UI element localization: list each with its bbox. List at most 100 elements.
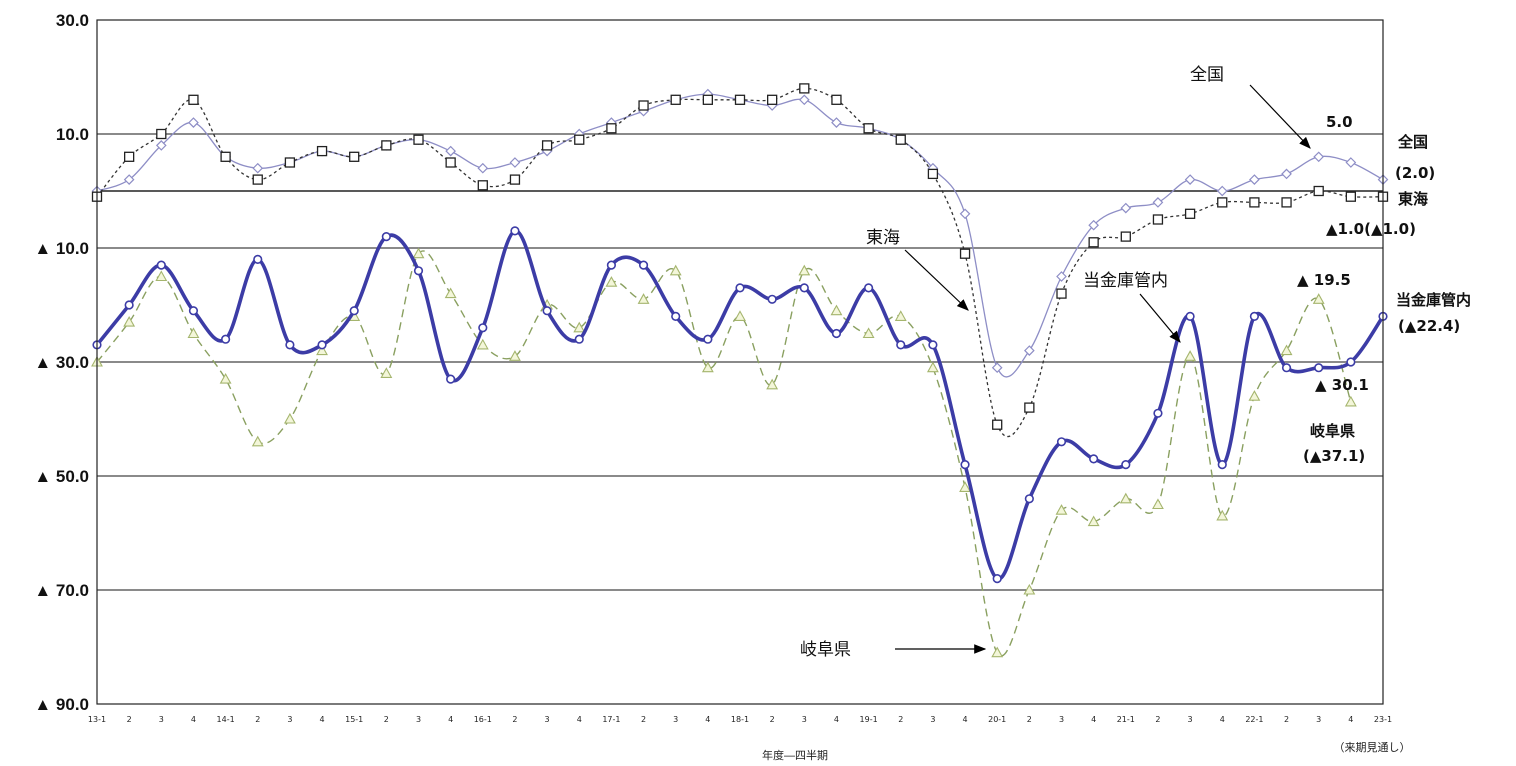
data-point-tokai bbox=[543, 141, 552, 150]
data-point-tokai bbox=[510, 175, 519, 184]
data-point-tokai bbox=[800, 84, 809, 93]
data-point-zenkoku bbox=[993, 363, 1002, 372]
data-point-zenkoku bbox=[446, 147, 455, 156]
series-tokai bbox=[93, 84, 1388, 437]
data-point-zenkoku bbox=[189, 118, 198, 127]
data-point-zenkoku bbox=[1025, 346, 1034, 355]
annotation-zenkoku-name: 全国 bbox=[1397, 133, 1428, 151]
x-tick-label: 2 bbox=[1284, 715, 1289, 724]
data-point-zenkoku bbox=[1282, 169, 1291, 178]
annotation-kanai-forecast: (▲22.4) bbox=[1398, 317, 1460, 335]
data-point-kanai bbox=[672, 313, 680, 321]
data-point-tokai bbox=[671, 95, 680, 104]
data-point-kanai bbox=[125, 301, 133, 309]
data-point-kanai bbox=[768, 296, 776, 304]
data-point-gifu bbox=[156, 272, 166, 281]
data-point-zenkoku bbox=[1186, 175, 1195, 184]
data-point-tokai bbox=[961, 249, 970, 258]
gridlines bbox=[97, 134, 1383, 590]
data-point-tokai bbox=[253, 175, 262, 184]
data-point-kanai bbox=[286, 341, 294, 349]
data-point-kanai bbox=[897, 341, 905, 349]
x-tick-label: 17-1 bbox=[602, 715, 620, 724]
y-axis-ticks: 30.0 10.0 ▲ 10.0 ▲ 30.0 ▲ 50.0 ▲ 70.0 ▲ 90.0 bbox=[34, 11, 89, 714]
data-point-tokai bbox=[1282, 198, 1291, 207]
annotation-tokai-value: ▲1.0(▲1.0) bbox=[1326, 220, 1416, 238]
data-point-kanai bbox=[511, 227, 519, 235]
data-point-tokai bbox=[736, 95, 745, 104]
data-point-kanai bbox=[1090, 455, 1098, 463]
data-point-tokai bbox=[703, 95, 712, 104]
data-point-tokai bbox=[1346, 192, 1355, 201]
data-point-tokai bbox=[768, 95, 777, 104]
annotation-zenkoku-value: 5.0 bbox=[1326, 113, 1353, 131]
data-point-gifu bbox=[285, 414, 295, 423]
x-tick-label: 4 bbox=[963, 715, 968, 724]
data-point-kanai bbox=[1347, 358, 1355, 366]
data-point-gifu bbox=[992, 648, 1002, 657]
data-point-tokai bbox=[832, 95, 841, 104]
x-tick-label: 2 bbox=[1027, 715, 1032, 724]
data-point-kanai bbox=[736, 284, 744, 292]
series-layer bbox=[92, 84, 1388, 657]
data-point-kanai bbox=[1058, 438, 1066, 446]
x-tick-label: 2 bbox=[255, 715, 260, 724]
x-tick-label: 4 bbox=[320, 715, 325, 724]
y-tick-label: ▲ 70.0 bbox=[34, 581, 89, 600]
data-point-gifu bbox=[1249, 391, 1259, 400]
data-point-gifu bbox=[1153, 500, 1163, 509]
callout-kanai: 当金庫管内 bbox=[1083, 271, 1168, 291]
data-point-kanai bbox=[1283, 364, 1291, 372]
data-point-tokai bbox=[1250, 198, 1259, 207]
y-tick-label: ▲ 30.0 bbox=[34, 353, 89, 372]
data-point-kanai bbox=[190, 307, 198, 315]
data-point-tokai bbox=[414, 135, 423, 144]
callout-zenkoku: 全国 bbox=[1190, 65, 1224, 85]
x-tick-label: 3 bbox=[1188, 715, 1193, 724]
x-tick-label: 3 bbox=[930, 715, 935, 724]
y-tick-label: ▲ 10.0 bbox=[34, 239, 89, 258]
data-point-tokai bbox=[1057, 289, 1066, 298]
data-point-gifu bbox=[381, 368, 391, 377]
data-point-zenkoku bbox=[1218, 187, 1227, 196]
data-point-zenkoku bbox=[253, 164, 262, 173]
data-point-gifu bbox=[1217, 511, 1227, 520]
data-point-tokai bbox=[382, 141, 391, 150]
data-point-kanai bbox=[350, 307, 358, 315]
data-point-zenkoku bbox=[1057, 272, 1066, 281]
data-point-kanai bbox=[1218, 461, 1226, 469]
data-point-tokai bbox=[1218, 198, 1227, 207]
x-tick-label: 3 bbox=[1059, 715, 1064, 724]
x-tick-label: 18-1 bbox=[731, 715, 749, 724]
data-point-gifu bbox=[639, 294, 649, 303]
x-tick-label: 4 bbox=[1220, 715, 1225, 724]
data-point-zenkoku bbox=[1314, 152, 1323, 161]
data-point-tokai bbox=[318, 147, 327, 156]
data-point-gifu bbox=[221, 374, 231, 383]
data-point-zenkoku bbox=[832, 118, 841, 127]
x-tick-label: 14-1 bbox=[217, 715, 235, 724]
data-point-tokai bbox=[221, 152, 230, 161]
x-axis-label: 年度―四半期 bbox=[762, 748, 828, 762]
data-point-gifu bbox=[124, 317, 134, 326]
data-point-gifu bbox=[799, 266, 809, 275]
data-point-gifu bbox=[414, 249, 424, 258]
data-point-kanai bbox=[1026, 495, 1034, 503]
data-point-tokai bbox=[1121, 232, 1130, 241]
data-point-kanai bbox=[704, 335, 712, 343]
data-point-kanai bbox=[383, 233, 391, 241]
data-point-tokai bbox=[350, 152, 359, 161]
x-tick-label: 4 bbox=[577, 715, 582, 724]
data-point-gifu bbox=[1346, 397, 1356, 406]
x-tick-label: 2 bbox=[898, 715, 903, 724]
series-zenkoku bbox=[93, 90, 1388, 377]
data-point-kanai bbox=[543, 307, 551, 315]
data-point-tokai bbox=[928, 169, 937, 178]
data-point-gifu bbox=[1185, 351, 1195, 360]
data-point-tokai bbox=[285, 158, 294, 167]
data-point-gifu bbox=[478, 340, 488, 349]
data-point-gifu bbox=[928, 363, 938, 372]
x-tick-label: 3 bbox=[159, 715, 164, 724]
data-point-zenkoku bbox=[961, 209, 970, 218]
x-axis-ticks: 13-1 2 3 4 14-1 2 3 4 15-1 2 3 4 16-1 2 3 4 17-1 2 3 4 18-1 2… bbox=[88, 715, 1392, 724]
